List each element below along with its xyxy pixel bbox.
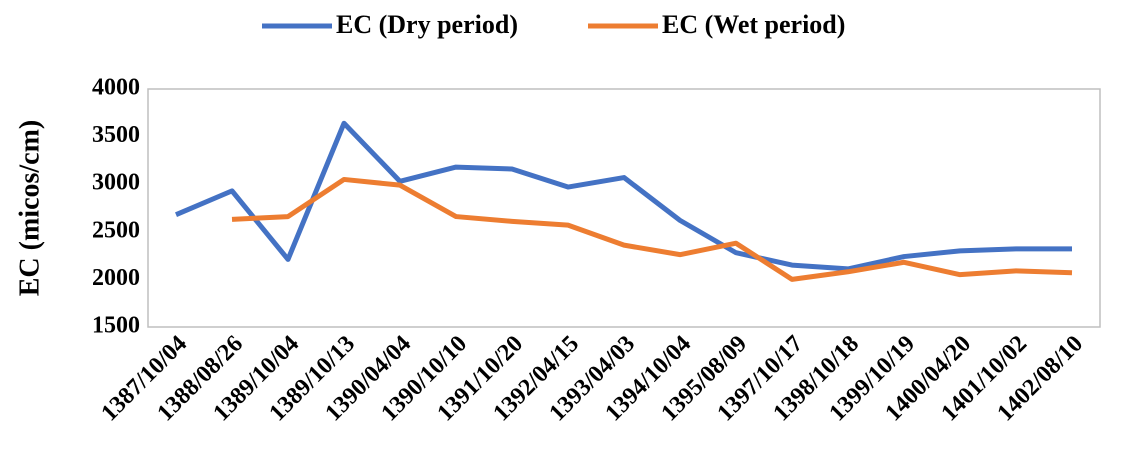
y-tick-label: 3500 — [92, 122, 140, 148]
y-tick-label: 2500 — [92, 217, 140, 243]
line-series — [175, 120, 1072, 272]
y-tick-label: 4000 — [92, 75, 140, 101]
legend-label: EC (Wet period) — [662, 10, 845, 39]
plot-frame — [147, 88, 1101, 328]
y-tick-label: 3000 — [92, 170, 140, 196]
legend-label: EC (Dry period) — [336, 10, 518, 39]
y-tick-label: 1500 — [92, 313, 140, 339]
line-series — [231, 176, 1073, 282]
y-tick-label: 2000 — [92, 265, 140, 291]
y-axis-title: EC (micos/cm) — [14, 120, 45, 297]
